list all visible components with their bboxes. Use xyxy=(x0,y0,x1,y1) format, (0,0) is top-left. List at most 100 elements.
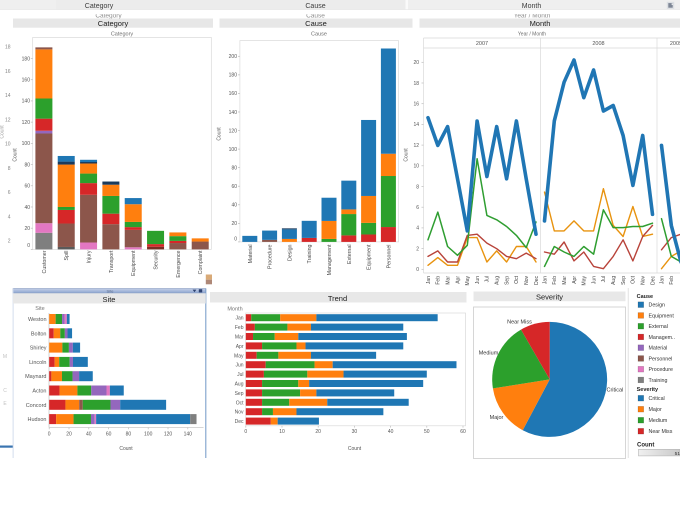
svg-text:60: 60 xyxy=(231,184,237,190)
svg-text:120: 120 xyxy=(229,128,238,134)
svg-text:51: 51 xyxy=(675,451,680,457)
svg-text:May: May xyxy=(465,276,471,286)
svg-text:Count: Count xyxy=(119,446,133,452)
svg-text:140: 140 xyxy=(184,431,193,437)
svg-text:0: 0 xyxy=(48,431,51,437)
svg-text:External: External xyxy=(649,324,668,330)
svg-text:140: 140 xyxy=(22,99,31,105)
svg-text:Jan: Jan xyxy=(235,316,243,322)
svg-text:14: 14 xyxy=(413,122,419,128)
svg-text:120: 120 xyxy=(22,120,31,126)
svg-text:Month: Month xyxy=(227,306,242,312)
svg-text:0: 0 xyxy=(27,243,30,249)
svg-text:Sep: Sep xyxy=(621,276,627,285)
svg-text:Count: Count xyxy=(0,125,6,139)
svg-text:40: 40 xyxy=(231,203,237,209)
svg-text:20: 20 xyxy=(413,60,419,66)
svg-text:Month: Month xyxy=(522,3,542,10)
svg-text:Month: Month xyxy=(530,19,551,28)
svg-text:Customer: Customer xyxy=(42,250,48,273)
svg-text:14: 14 xyxy=(5,93,11,99)
svg-text:Major: Major xyxy=(649,407,662,413)
svg-text:50: 50 xyxy=(424,429,430,435)
svg-text:16: 16 xyxy=(5,69,11,75)
svg-text:10: 10 xyxy=(279,429,285,435)
svg-text:80: 80 xyxy=(126,431,132,437)
svg-text:Acton: Acton xyxy=(32,389,46,395)
svg-text:Count: Count xyxy=(348,446,362,452)
svg-text:Complaint: Complaint xyxy=(198,250,204,274)
svg-text:2007: 2007 xyxy=(476,41,488,47)
svg-text:Apr: Apr xyxy=(236,344,244,350)
svg-text:Category: Category xyxy=(85,3,114,10)
svg-text:May: May xyxy=(234,353,244,359)
svg-text:Aug: Aug xyxy=(495,276,501,285)
svg-text:12: 12 xyxy=(5,117,11,123)
svg-text:Shirley: Shirley xyxy=(30,346,47,352)
svg-text:20: 20 xyxy=(66,431,72,437)
svg-text:Spill: Spill xyxy=(64,251,70,261)
svg-text:0: 0 xyxy=(234,236,237,242)
svg-text:20: 20 xyxy=(24,226,30,232)
svg-text:10: 10 xyxy=(413,164,419,170)
svg-text:Design: Design xyxy=(649,303,666,309)
svg-text:Sep: Sep xyxy=(504,276,510,285)
svg-text:Count: Count xyxy=(13,148,19,162)
svg-text:6: 6 xyxy=(8,190,11,196)
svg-text:30: 30 xyxy=(352,429,358,435)
svg-text:Category: Category xyxy=(95,12,122,19)
svg-text:140: 140 xyxy=(229,110,238,116)
svg-text:Personnel: Personnel xyxy=(386,245,392,269)
svg-text:Cause: Cause xyxy=(637,294,654,300)
svg-text:2009: 2009 xyxy=(670,41,680,47)
svg-text:160: 160 xyxy=(22,78,31,84)
svg-text:200: 200 xyxy=(229,54,238,60)
svg-text:Oct: Oct xyxy=(514,275,520,283)
svg-text:Medium: Medium xyxy=(479,351,499,357)
svg-text:Year / Month: Year / Month xyxy=(514,12,551,19)
svg-text:Jul: Jul xyxy=(237,372,243,378)
svg-text:Jul: Jul xyxy=(601,276,607,282)
svg-text:Count: Count xyxy=(404,148,410,162)
svg-text:Sep: Sep xyxy=(235,391,244,397)
svg-text:180: 180 xyxy=(229,73,238,79)
svg-text:Feb: Feb xyxy=(235,325,244,331)
svg-text:M: M xyxy=(3,354,7,360)
svg-text:Managem..: Managem.. xyxy=(649,335,676,341)
svg-text:2008: 2008 xyxy=(592,41,604,47)
svg-text:16: 16 xyxy=(413,102,419,108)
svg-text:Training: Training xyxy=(307,244,313,263)
svg-text:Mar: Mar xyxy=(445,276,451,285)
svg-text:Dec: Dec xyxy=(235,419,244,425)
svg-text:6: 6 xyxy=(416,205,419,211)
svg-text:Trend: Trend xyxy=(328,294,347,303)
svg-text:Dec: Dec xyxy=(534,276,540,285)
svg-text:Mar: Mar xyxy=(235,335,244,341)
svg-text:Lincoln: Lincoln xyxy=(29,360,46,366)
svg-text:May: May xyxy=(582,276,588,286)
svg-text:Design: Design xyxy=(287,244,293,261)
svg-text:Injury: Injury xyxy=(87,250,93,263)
svg-text:8: 8 xyxy=(416,184,419,190)
svg-text:Nov: Nov xyxy=(235,410,244,416)
svg-text:80: 80 xyxy=(231,165,237,171)
svg-text:Procedure: Procedure xyxy=(268,244,274,268)
svg-text:Near Miss: Near Miss xyxy=(507,320,532,326)
svg-text:18: 18 xyxy=(5,45,11,51)
svg-text:Personnel: Personnel xyxy=(649,356,673,362)
svg-text:Equipment: Equipment xyxy=(649,313,675,319)
svg-text:Jan: Jan xyxy=(659,276,665,284)
svg-text:0: 0 xyxy=(416,267,419,273)
svg-text:2: 2 xyxy=(416,246,419,252)
svg-text:Site: Site xyxy=(35,306,44,312)
svg-text:C: C xyxy=(3,388,7,394)
svg-text:18: 18 xyxy=(413,81,419,87)
svg-text:Cause: Cause xyxy=(305,19,327,28)
svg-text:Security: Security xyxy=(154,250,160,269)
svg-text:60: 60 xyxy=(24,184,30,190)
svg-text:8: 8 xyxy=(8,166,11,172)
svg-text:Jan: Jan xyxy=(426,276,432,284)
svg-text:Jun: Jun xyxy=(591,276,597,284)
svg-text:180: 180 xyxy=(22,56,31,62)
svg-text:Nov: Nov xyxy=(641,276,647,285)
